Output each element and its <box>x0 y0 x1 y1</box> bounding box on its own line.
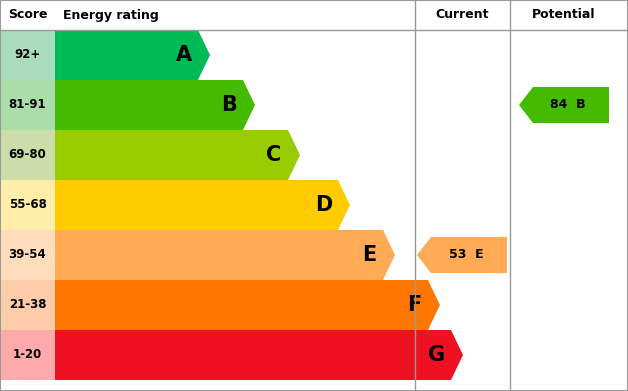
Bar <box>0 30 55 80</box>
Bar <box>0 180 55 230</box>
Text: 21-38: 21-38 <box>9 298 46 312</box>
Polygon shape <box>519 87 609 123</box>
Text: Current: Current <box>435 9 489 22</box>
Text: 55-68: 55-68 <box>9 199 46 212</box>
Text: 92+: 92+ <box>14 48 41 61</box>
Text: Potential: Potential <box>533 9 596 22</box>
Bar <box>0 330 55 380</box>
Bar <box>0 230 55 280</box>
Text: 81-91: 81-91 <box>9 99 46 111</box>
Text: C: C <box>266 145 281 165</box>
Text: A: A <box>176 45 192 65</box>
Polygon shape <box>55 80 255 130</box>
Polygon shape <box>55 280 440 330</box>
Polygon shape <box>55 330 463 380</box>
Polygon shape <box>417 237 507 273</box>
Text: 39-54: 39-54 <box>9 249 46 262</box>
Text: 1-20: 1-20 <box>13 348 42 362</box>
Text: F: F <box>407 295 421 315</box>
Text: Score: Score <box>8 9 47 22</box>
Text: 53  E: 53 E <box>448 249 484 262</box>
Text: 84  B: 84 B <box>550 99 586 111</box>
Text: Energy rating: Energy rating <box>63 9 159 22</box>
Bar <box>0 280 55 330</box>
Polygon shape <box>55 180 350 230</box>
Text: B: B <box>221 95 237 115</box>
Text: 69-80: 69-80 <box>9 149 46 161</box>
Bar <box>0 130 55 180</box>
Text: G: G <box>428 345 445 365</box>
Polygon shape <box>55 130 300 180</box>
Polygon shape <box>55 230 395 280</box>
Bar <box>0 80 55 130</box>
Polygon shape <box>55 30 210 80</box>
Text: E: E <box>362 245 376 265</box>
Text: D: D <box>315 195 333 215</box>
